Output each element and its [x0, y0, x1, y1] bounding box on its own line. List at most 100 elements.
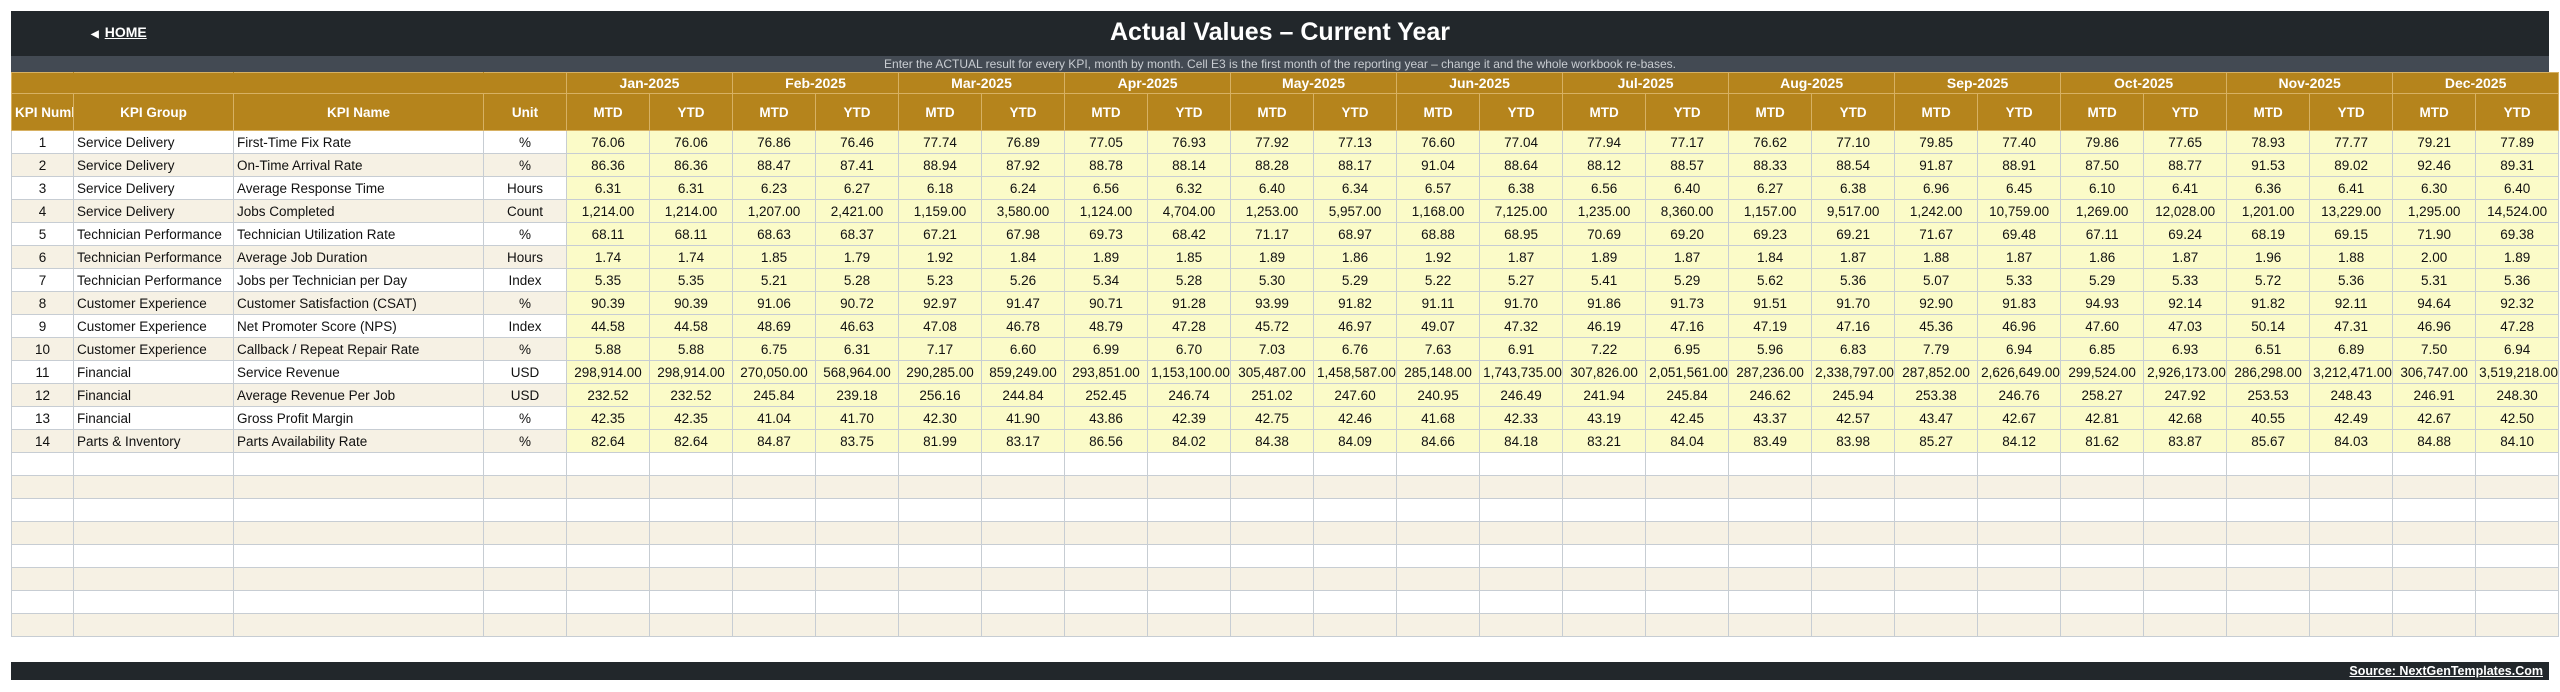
value-cell[interactable]: 5.31	[2392, 268, 2477, 292]
empty-cell[interactable]	[649, 590, 733, 614]
empty-cell[interactable]	[483, 544, 567, 568]
value-cell[interactable]: 1.89	[1064, 245, 1149, 269]
value-cell[interactable]: 253.38	[1894, 383, 1979, 407]
value-cell[interactable]: 47.16	[1645, 314, 1730, 338]
empty-cell[interactable]	[814, 590, 900, 614]
value-cell[interactable]: 71.90	[2392, 222, 2477, 246]
value-cell[interactable]: 91.70	[1811, 291, 1896, 315]
value-cell[interactable]: 42.81	[2060, 406, 2145, 430]
empty-cell[interactable]	[11, 613, 74, 637]
value-cell[interactable]: 10,759.00	[1977, 199, 2062, 223]
empty-cell[interactable]	[2060, 613, 2145, 637]
value-cell[interactable]: 71.67	[1894, 222, 1979, 246]
empty-cell[interactable]	[11, 498, 74, 522]
empty-cell[interactable]	[1811, 613, 1896, 637]
value-cell[interactable]: 1,269.00	[2060, 199, 2145, 223]
value-cell[interactable]: 246.76	[1977, 383, 2062, 407]
value-cell[interactable]: 1,201.00	[2226, 199, 2311, 223]
empty-cell[interactable]	[566, 613, 650, 637]
value-cell[interactable]: 67.11	[2060, 222, 2145, 246]
value-cell[interactable]: 91.53	[2226, 153, 2311, 177]
empty-cell[interactable]	[1230, 521, 1315, 545]
empty-cell[interactable]	[1479, 567, 1564, 591]
empty-cell[interactable]	[732, 498, 816, 522]
value-cell[interactable]: 42.67	[1977, 406, 2062, 430]
empty-cell[interactable]	[732, 452, 816, 476]
value-cell[interactable]: 84.10	[2475, 429, 2560, 453]
empty-cell[interactable]	[11, 544, 74, 568]
empty-cell[interactable]	[981, 452, 1066, 476]
empty-cell[interactable]	[2143, 544, 2228, 568]
value-cell[interactable]: 246.91	[2392, 383, 2477, 407]
value-cell[interactable]: 68.37	[814, 222, 900, 246]
value-cell[interactable]: 6.70	[1147, 337, 1232, 361]
empty-cell[interactable]	[2309, 475, 2394, 499]
value-cell[interactable]: 6.38	[1811, 176, 1896, 200]
empty-cell[interactable]	[1977, 475, 2062, 499]
value-cell[interactable]: 77.05	[1064, 130, 1149, 154]
value-cell[interactable]: 1.85	[1147, 245, 1232, 269]
value-cell[interactable]: 6.10	[2060, 176, 2145, 200]
empty-cell[interactable]	[1064, 590, 1149, 614]
value-cell[interactable]: 293,851.00	[1064, 360, 1149, 384]
value-cell[interactable]: 90.39	[566, 291, 650, 315]
empty-cell[interactable]	[898, 475, 983, 499]
value-cell[interactable]: 290,285.00	[898, 360, 983, 384]
value-cell[interactable]: 84.03	[2309, 429, 2394, 453]
value-cell[interactable]: 43.19	[1562, 406, 1647, 430]
value-cell[interactable]: 6.32	[1147, 176, 1232, 200]
empty-cell[interactable]	[73, 475, 234, 499]
value-cell[interactable]: 84.38	[1230, 429, 1315, 453]
value-cell[interactable]: 42.75	[1230, 406, 1315, 430]
value-cell[interactable]: 49.07	[1396, 314, 1481, 338]
value-cell[interactable]: 42.46	[1313, 406, 1398, 430]
empty-cell[interactable]	[814, 567, 900, 591]
empty-cell[interactable]	[1147, 567, 1232, 591]
empty-cell[interactable]	[2226, 452, 2311, 476]
value-cell[interactable]: 1.87	[1645, 245, 1730, 269]
value-cell[interactable]: 85.67	[2226, 429, 2311, 453]
empty-cell[interactable]	[2392, 590, 2477, 614]
value-cell[interactable]: 6.75	[732, 337, 816, 361]
value-cell[interactable]: 44.58	[566, 314, 650, 338]
value-cell[interactable]: 1,295.00	[2392, 199, 2477, 223]
empty-cell[interactable]	[1147, 521, 1232, 545]
value-cell[interactable]: 88.47	[732, 153, 816, 177]
empty-cell[interactable]	[1064, 613, 1149, 637]
value-cell[interactable]: 1,214.00	[649, 199, 733, 223]
value-cell[interactable]: 91.82	[2226, 291, 2311, 315]
empty-cell[interactable]	[1479, 521, 1564, 545]
value-cell[interactable]: 4,704.00	[1147, 199, 1232, 223]
empty-cell[interactable]	[1562, 498, 1647, 522]
value-cell[interactable]: 1.79	[814, 245, 900, 269]
empty-cell[interactable]	[981, 613, 1066, 637]
value-cell[interactable]: 88.14	[1147, 153, 1232, 177]
value-cell[interactable]: 84.02	[1147, 429, 1232, 453]
value-cell[interactable]: 88.64	[1479, 153, 1564, 177]
value-cell[interactable]: 47.16	[1811, 314, 1896, 338]
empty-cell[interactable]	[233, 613, 484, 637]
value-cell[interactable]: 47.60	[2060, 314, 2145, 338]
value-cell[interactable]: 5.36	[1811, 268, 1896, 292]
value-cell[interactable]: 232.52	[649, 383, 733, 407]
empty-cell[interactable]	[1064, 498, 1149, 522]
value-cell[interactable]: 6.34	[1313, 176, 1398, 200]
empty-cell[interactable]	[649, 475, 733, 499]
value-cell[interactable]: 94.93	[2060, 291, 2145, 315]
value-cell[interactable]: 84.87	[732, 429, 816, 453]
empty-cell[interactable]	[233, 544, 484, 568]
empty-cell[interactable]	[2060, 452, 2145, 476]
value-cell[interactable]: 1.86	[2060, 245, 2145, 269]
empty-cell[interactable]	[1811, 521, 1896, 545]
empty-cell[interactable]	[2226, 567, 2311, 591]
value-cell[interactable]: 69.20	[1645, 222, 1730, 246]
value-cell[interactable]: 89.02	[2309, 153, 2394, 177]
empty-cell[interactable]	[1230, 613, 1315, 637]
empty-cell[interactable]	[2475, 613, 2560, 637]
value-cell[interactable]: 43.47	[1894, 406, 1979, 430]
value-cell[interactable]: 45.36	[1894, 314, 1979, 338]
empty-cell[interactable]	[1811, 452, 1896, 476]
value-cell[interactable]: 67.21	[898, 222, 983, 246]
value-cell[interactable]: 84.66	[1396, 429, 1481, 453]
value-cell[interactable]: 6.51	[2226, 337, 2311, 361]
